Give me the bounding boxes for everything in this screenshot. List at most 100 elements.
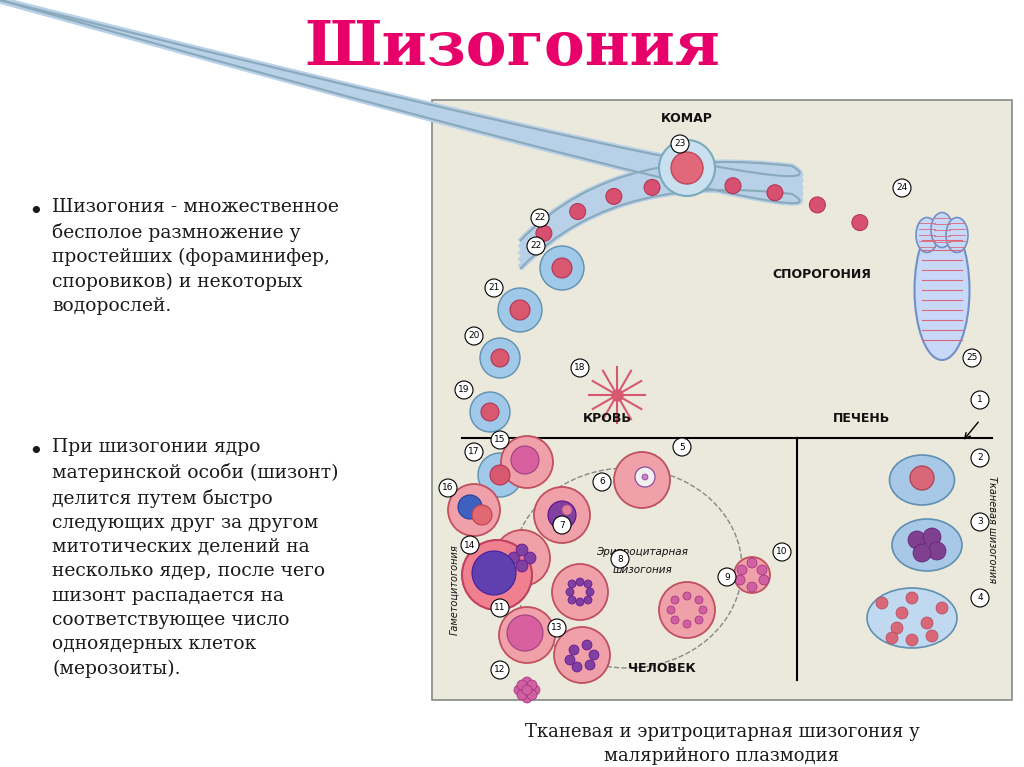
Text: 6: 6 (599, 478, 605, 486)
Text: Шизогония - множественное
бесполое размножение у
простейших (фораминифер,
споров: Шизогония - множественное бесполое размн… (52, 198, 339, 315)
Circle shape (540, 246, 584, 290)
Circle shape (908, 531, 926, 549)
Circle shape (517, 680, 527, 690)
Circle shape (534, 487, 590, 543)
Circle shape (893, 179, 911, 197)
Text: 16: 16 (442, 483, 454, 492)
Circle shape (734, 557, 770, 593)
Circle shape (472, 551, 516, 595)
Circle shape (554, 627, 610, 683)
Circle shape (562, 505, 572, 515)
Circle shape (490, 599, 509, 617)
Ellipse shape (867, 588, 957, 648)
Circle shape (516, 544, 528, 556)
Circle shape (568, 596, 575, 604)
Circle shape (586, 588, 594, 596)
Circle shape (746, 558, 757, 568)
Circle shape (906, 634, 918, 646)
Circle shape (671, 616, 679, 624)
Text: 5: 5 (679, 443, 685, 452)
Text: 2: 2 (977, 453, 983, 463)
Circle shape (735, 575, 745, 585)
Circle shape (572, 662, 582, 672)
Circle shape (566, 588, 574, 596)
Text: 23: 23 (675, 140, 686, 149)
Text: 10: 10 (776, 548, 787, 557)
Ellipse shape (931, 212, 953, 248)
Circle shape (971, 513, 989, 531)
Text: 18: 18 (574, 364, 586, 373)
Text: •: • (28, 200, 43, 224)
Circle shape (928, 542, 946, 560)
Text: Тканевая и эритроцитарная шизогония у: Тканевая и эритроцитарная шизогония у (524, 723, 920, 741)
Circle shape (507, 615, 543, 651)
Text: 25: 25 (967, 354, 978, 363)
Ellipse shape (946, 218, 968, 252)
Circle shape (480, 338, 520, 378)
Circle shape (510, 300, 530, 320)
Circle shape (478, 453, 522, 497)
Text: 13: 13 (551, 624, 563, 633)
Circle shape (462, 540, 532, 610)
Circle shape (852, 215, 867, 231)
Circle shape (906, 592, 918, 604)
Circle shape (683, 592, 691, 600)
Circle shape (759, 575, 769, 585)
Circle shape (461, 536, 479, 554)
Circle shape (671, 152, 703, 184)
Circle shape (896, 607, 908, 619)
Circle shape (659, 140, 715, 196)
Circle shape (635, 467, 655, 487)
Circle shape (514, 685, 524, 695)
Circle shape (548, 619, 566, 637)
Text: Гаметоцитогония: Гаметоцитогония (449, 545, 459, 635)
Circle shape (481, 403, 499, 421)
Circle shape (517, 690, 527, 700)
Circle shape (913, 544, 931, 562)
Circle shape (642, 474, 648, 480)
Ellipse shape (914, 220, 970, 360)
Circle shape (671, 596, 679, 604)
Circle shape (584, 596, 592, 604)
Circle shape (725, 178, 741, 194)
Circle shape (593, 473, 611, 491)
Text: 24: 24 (896, 183, 907, 193)
Circle shape (439, 479, 457, 497)
Circle shape (963, 349, 981, 367)
Circle shape (695, 596, 703, 604)
Text: 7: 7 (559, 521, 565, 529)
Circle shape (508, 552, 520, 564)
Ellipse shape (890, 455, 954, 505)
Text: При шизогонии ядро
материнской особи (шизонт)
делится путем быстро
следующих дру: При шизогонии ядро материнской особи (ши… (52, 438, 339, 678)
Circle shape (530, 685, 540, 695)
Text: ЧЕЛОВЕК: ЧЕЛОВЕК (628, 661, 696, 674)
Circle shape (575, 578, 584, 586)
Text: СПОРОГОНИЯ: СПОРОГОНИЯ (772, 268, 871, 281)
Circle shape (536, 225, 552, 242)
Circle shape (490, 349, 509, 367)
Text: 4: 4 (977, 594, 983, 603)
Text: 11: 11 (495, 604, 506, 613)
Circle shape (667, 606, 675, 614)
Text: КОМАР: КОМАР (662, 111, 713, 124)
Circle shape (589, 650, 599, 660)
Circle shape (606, 189, 622, 205)
Circle shape (584, 580, 592, 588)
Circle shape (569, 645, 579, 655)
Circle shape (499, 607, 555, 663)
Circle shape (809, 197, 825, 213)
Circle shape (971, 589, 989, 607)
Ellipse shape (916, 218, 938, 252)
Circle shape (501, 436, 553, 488)
Circle shape (516, 560, 528, 572)
Text: 3: 3 (977, 518, 983, 526)
Ellipse shape (892, 519, 962, 571)
Circle shape (522, 677, 532, 687)
Text: •: • (28, 440, 43, 464)
Circle shape (490, 431, 509, 449)
Circle shape (644, 179, 660, 196)
Text: Эритроцитарная: Эритроцитарная (596, 547, 688, 557)
Circle shape (575, 598, 584, 606)
Text: 8: 8 (617, 555, 623, 564)
Circle shape (582, 640, 592, 650)
